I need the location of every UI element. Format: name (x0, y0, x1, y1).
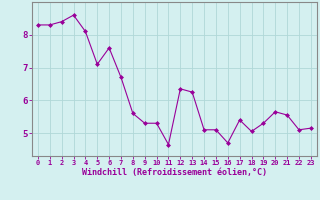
X-axis label: Windchill (Refroidissement éolien,°C): Windchill (Refroidissement éolien,°C) (82, 168, 267, 177)
